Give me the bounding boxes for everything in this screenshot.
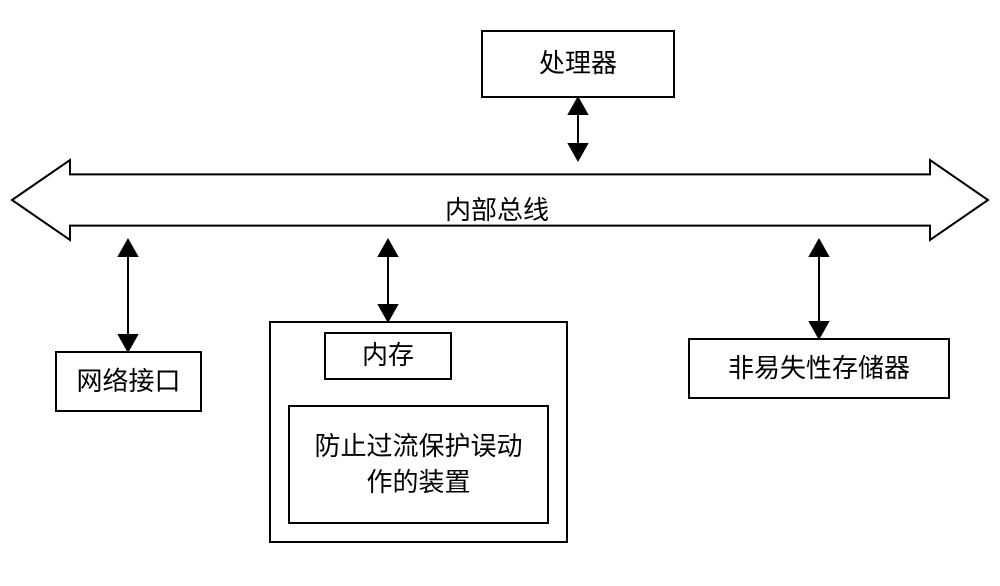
- node-device-label-line2: 作的装置: [314, 465, 522, 500]
- node-nvm-label: 非易失性存储器: [728, 351, 910, 386]
- node-device-label-line1: 防止过流保护误动: [314, 429, 522, 464]
- node-device: 防止过流保护误动 作的装置: [288, 405, 549, 524]
- node-nonvolatile-memory: 非易失性存储器: [688, 338, 950, 399]
- node-memory: 内存: [324, 332, 452, 380]
- node-device-label: 防止过流保护误动 作的装置: [314, 429, 522, 499]
- node-bus-label: 内部总线: [445, 190, 549, 227]
- node-network-interface: 网络接口: [55, 351, 202, 412]
- diagram-stage: 处理器 内部总线 网络接口 内存 防止过流保护误动 作的装置 非易失性存储器: [0, 0, 1000, 586]
- node-processor: 处理器: [481, 30, 675, 98]
- node-network-interface-label: 网络接口: [76, 364, 180, 399]
- node-memory-label: 内存: [362, 338, 414, 373]
- node-processor-label: 处理器: [539, 46, 617, 81]
